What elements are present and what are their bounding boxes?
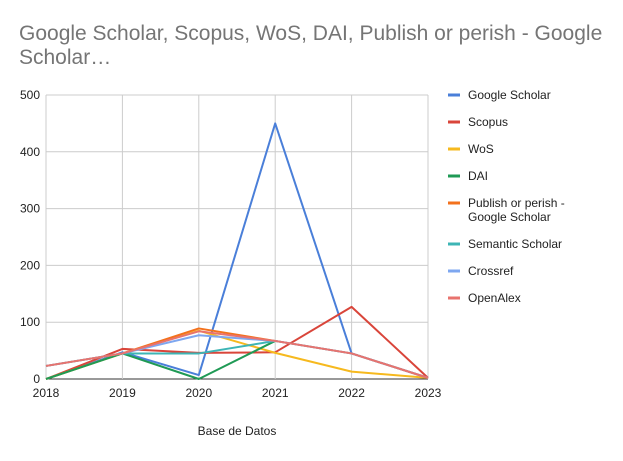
- legend: Google Scholar Scopus WoS DAI Publish or per…: [448, 88, 565, 305]
- series-line-scopus: [45, 305, 429, 380]
- x-axis-label: Base de Datos: [198, 424, 277, 438]
- y-axis-ticks: 0 100 200 300 400 500: [20, 88, 40, 386]
- legend-label-publish-or-perish-google-scholar: Google Scholar: [468, 210, 551, 224]
- series-line-openalex: [45, 330, 429, 379]
- x-tick-label: 2019: [109, 386, 136, 400]
- series-line-dai: [45, 340, 276, 380]
- y-tick-label: 300: [20, 202, 40, 216]
- x-tick-label: 2022: [338, 386, 365, 400]
- legend-label-google-scholar: Google Scholar: [468, 88, 551, 102]
- chart-title: Google Scholar, Scopus, WoS, DAI, Publis…: [19, 22, 603, 69]
- y-tick-label: 0: [33, 372, 40, 386]
- y-tick-label: 400: [20, 145, 40, 159]
- y-tick-label: 500: [20, 88, 40, 102]
- legend-label-dai: DAI: [468, 169, 488, 183]
- legend-label-semantic-scholar: Semantic Scholar: [468, 237, 562, 251]
- y-tick-label: 200: [20, 258, 40, 272]
- legend-label-openalex: OpenAlex: [468, 291, 521, 305]
- x-tick-label: 2020: [185, 386, 212, 400]
- legend-label-scopus: Scopus: [468, 115, 508, 129]
- x-tick-label: 2018: [33, 386, 60, 400]
- series-lines: [45, 122, 429, 380]
- legend-label-crossref: Crossref: [468, 264, 514, 278]
- x-tick-label: 2023: [415, 386, 442, 400]
- x-tick-label: 2021: [262, 386, 289, 400]
- series-line-google-scholar: [45, 122, 429, 380]
- gridlines: [45, 94, 429, 380]
- y-tick-label: 100: [20, 315, 40, 329]
- x-axis-ticks: 2018 2019 2020 2021 2022 2023: [33, 386, 442, 400]
- legend-label-publish-or-perish-google-scholar: Publish or perish -: [468, 196, 565, 210]
- legend-label-wos: WoS: [468, 142, 494, 156]
